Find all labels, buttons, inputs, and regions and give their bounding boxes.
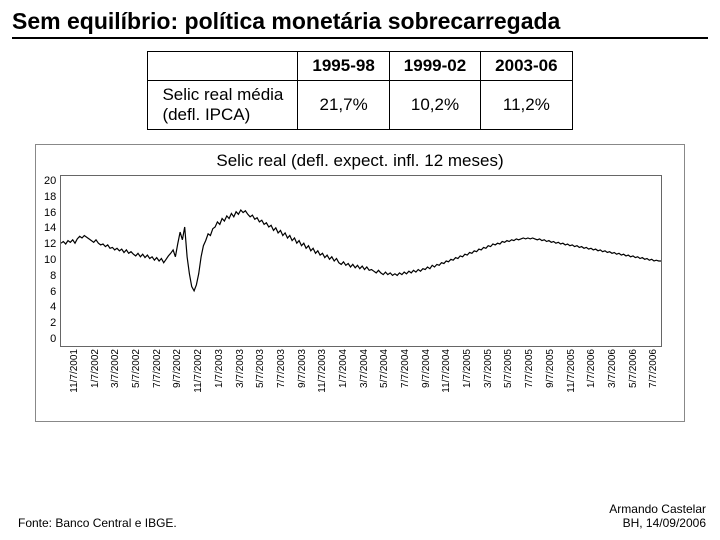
y-tick: 12: [44, 238, 56, 250]
x-tick: 9/7/2003: [298, 349, 319, 388]
x-tick: 1/7/2005: [463, 349, 484, 388]
x-tick: 5/7/2003: [256, 349, 277, 388]
x-tick: 5/7/2004: [380, 349, 401, 388]
x-tick: 7/7/2005: [525, 349, 546, 388]
x-tick: 5/7/2002: [132, 349, 153, 388]
x-tick: 11/7/2001: [70, 349, 91, 393]
summary-table: 1995-98 1999-02 2003-06 Selic real média…: [147, 51, 572, 130]
table-cell-2: 10,2%: [389, 81, 480, 130]
x-tick: 5/7/2006: [629, 349, 650, 388]
line-chart-svg: [61, 176, 661, 346]
table-data-row: Selic real média(defl. IPCA) 21,7% 10,2%…: [148, 81, 572, 130]
x-tick: 11/7/2003: [318, 349, 339, 393]
y-tick: 6: [44, 286, 56, 298]
x-tick: 7/7/2006: [649, 349, 670, 388]
table-col-1: 1995-98: [298, 52, 389, 81]
x-tick: 3/7/2002: [111, 349, 132, 388]
x-tick: 11/7/2005: [567, 349, 588, 393]
y-tick: 2: [44, 317, 56, 329]
chart-container: Selic real (defl. expect. infl. 12 meses…: [35, 144, 685, 422]
x-tick: 1/7/2006: [587, 349, 608, 388]
y-tick: 8: [44, 270, 56, 282]
title-rule: [12, 37, 708, 39]
y-tick: 18: [44, 191, 56, 203]
y-tick: 10: [44, 254, 56, 266]
x-axis: 11/7/20011/7/20023/7/20025/7/20027/7/200…: [70, 347, 676, 421]
x-tick: 11/7/2004: [442, 349, 463, 393]
x-tick: 3/7/2006: [608, 349, 629, 388]
source-note: Fonte: Banco Central e IBGE.: [18, 516, 177, 530]
table-cell-3: 11,2%: [481, 81, 572, 130]
x-tick: 1/7/2002: [91, 349, 112, 388]
x-tick: 7/7/2002: [153, 349, 174, 388]
table-header-row: 1995-98 1999-02 2003-06: [148, 52, 572, 81]
x-tick: 3/7/2003: [236, 349, 257, 388]
series-line: [61, 210, 661, 291]
x-tick: 1/7/2004: [339, 349, 360, 388]
x-tick: 3/7/2004: [360, 349, 381, 388]
x-tick: 9/7/2004: [422, 349, 443, 388]
table-col-3: 2003-06: [481, 52, 572, 81]
x-tick: 5/7/2005: [504, 349, 525, 388]
x-tick: 9/7/2005: [546, 349, 567, 388]
y-tick: 14: [44, 222, 56, 234]
x-tick: 7/7/2004: [401, 349, 422, 388]
table-cell-1: 21,7%: [298, 81, 389, 130]
y-axis: 20181614121086420: [44, 175, 60, 345]
x-tick: 9/7/2002: [173, 349, 194, 388]
y-tick: 20: [44, 175, 56, 187]
y-tick: 0: [44, 333, 56, 345]
slide-title: Sem equilíbrio: política monetária sobre…: [12, 8, 708, 35]
table-row-label: Selic real média(defl. IPCA): [148, 81, 298, 130]
table-corner: [148, 52, 298, 81]
x-tick: 1/7/2003: [215, 349, 236, 388]
author: Armando Castelar: [609, 502, 706, 516]
table-col-2: 1999-02: [389, 52, 480, 81]
chart-title: Selic real (defl. expect. infl. 12 meses…: [44, 151, 676, 171]
x-tick: 7/7/2003: [277, 349, 298, 388]
place-date: BH, 14/09/2006: [609, 516, 706, 530]
y-tick: 16: [44, 207, 56, 219]
y-tick: 4: [44, 301, 56, 313]
x-tick: 11/7/2002: [194, 349, 215, 393]
plot-area: [60, 175, 662, 347]
x-tick: 3/7/2005: [484, 349, 505, 388]
